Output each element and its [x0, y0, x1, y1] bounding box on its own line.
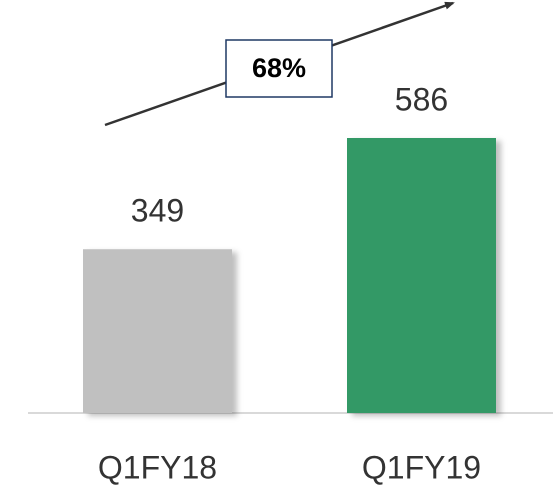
value-label: 586	[395, 81, 448, 117]
x-tick-label: Q1FY19	[362, 449, 481, 485]
bar	[347, 138, 496, 413]
annotation: 68%	[252, 53, 306, 83]
bar	[83, 249, 232, 413]
value-label: 349	[131, 193, 184, 229]
annotation-box	[225, 39, 333, 98]
x-tick-label: Q1FY18	[98, 449, 217, 485]
